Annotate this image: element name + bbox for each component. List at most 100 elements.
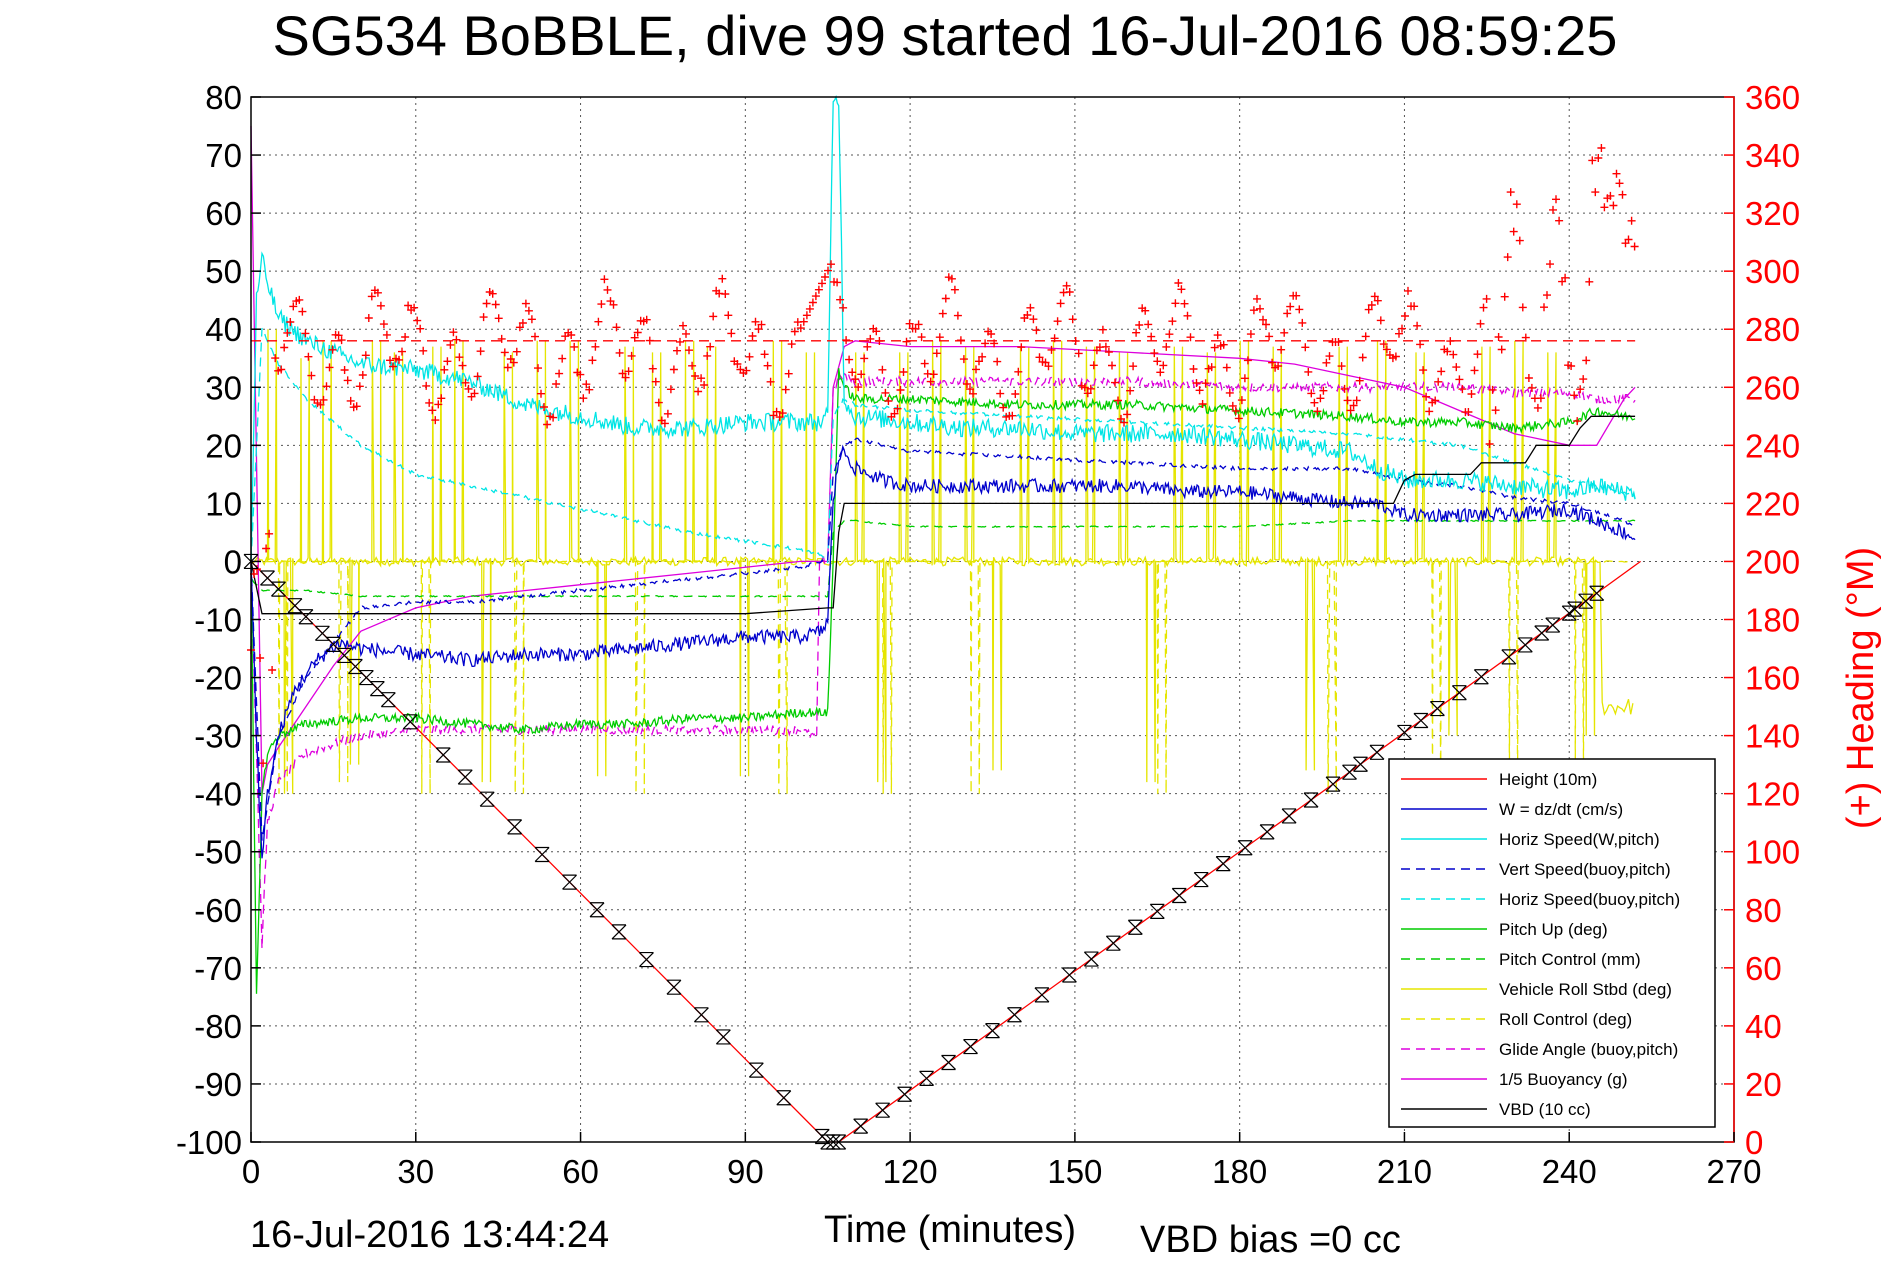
legend-box bbox=[1388, 758, 1716, 1128]
legend-label-height: Height (10m) bbox=[1499, 770, 1597, 789]
series-buoyancy bbox=[250, 125, 1636, 794]
y2-axis-label: (+) Heading (°M) bbox=[1840, 547, 1882, 829]
y-tick-label: -20 bbox=[194, 660, 242, 697]
x-axis-label: Time (minutes) bbox=[824, 1209, 1076, 1251]
height-marker bbox=[380, 692, 396, 708]
y-tick-label: 0 bbox=[224, 543, 242, 580]
legend-label-roll: Vehicle Roll Stbd (deg) bbox=[1499, 980, 1672, 999]
height-marker bbox=[1501, 649, 1517, 665]
height-marker bbox=[1061, 967, 1077, 983]
height-marker bbox=[666, 979, 682, 995]
x-tick-label: 90 bbox=[727, 1153, 764, 1190]
series-glide_angle bbox=[250, 371, 1636, 949]
height-marker bbox=[1007, 1007, 1022, 1023]
y2-tick-label: 300 bbox=[1745, 253, 1800, 290]
height-marker bbox=[457, 769, 473, 785]
height-marker bbox=[611, 924, 627, 940]
height-marker bbox=[1215, 856, 1231, 872]
height-marker bbox=[1369, 744, 1385, 760]
height-marker bbox=[589, 902, 605, 918]
y-tick-label: 30 bbox=[205, 369, 242, 406]
height-marker bbox=[1567, 601, 1583, 617]
heading-series bbox=[247, 144, 1639, 768]
plot-area: 0 30 60 90 120 150 180 210 240 270 80 70 60 50 40 30 20 1… bbox=[176, 79, 1800, 1190]
y2-tick-label: 200 bbox=[1745, 543, 1800, 580]
series-horiz_speed_w bbox=[250, 94, 1636, 561]
height-marker bbox=[1578, 593, 1594, 609]
y-tick-label: -10 bbox=[194, 602, 242, 639]
height-marker bbox=[358, 669, 374, 686]
y-tick-label: -70 bbox=[194, 950, 242, 987]
height-marker bbox=[507, 819, 523, 835]
height-marker bbox=[776, 1090, 792, 1106]
y2-tick-label: 140 bbox=[1745, 718, 1800, 755]
height-marker bbox=[314, 625, 330, 641]
height-marker bbox=[325, 636, 341, 652]
height-marker bbox=[853, 1118, 869, 1134]
y-tick-label: 10 bbox=[205, 485, 242, 522]
y2-tick-label: 20 bbox=[1745, 1066, 1782, 1103]
heading-markers bbox=[247, 144, 1639, 768]
y2-tick-label: 360 bbox=[1745, 79, 1800, 116]
x-tick-label: 180 bbox=[1212, 1153, 1267, 1190]
y-tick-label: -90 bbox=[194, 1066, 242, 1103]
y2-tick-label: 340 bbox=[1745, 137, 1800, 174]
y-tick-label: 40 bbox=[205, 311, 242, 348]
height-marker bbox=[1127, 919, 1143, 935]
y2-tick-label: 40 bbox=[1745, 1008, 1782, 1045]
height-marker bbox=[1451, 685, 1467, 701]
legend-label-pitch_up: Pitch Up (deg) bbox=[1499, 920, 1608, 939]
x-tick-label: 30 bbox=[397, 1153, 434, 1190]
y-tick-label: 50 bbox=[205, 253, 242, 290]
y-tick-label: -30 bbox=[194, 718, 242, 755]
height-marker bbox=[963, 1038, 978, 1055]
series-pitch_up bbox=[250, 368, 1636, 994]
series-vert_speed_buoy bbox=[250, 437, 1636, 841]
height-marker bbox=[1561, 605, 1577, 621]
y-tick-label: -60 bbox=[194, 892, 242, 929]
x-tick-label: 150 bbox=[1047, 1153, 1102, 1190]
height-markers bbox=[243, 553, 1605, 1150]
height-marker bbox=[1545, 617, 1561, 633]
height-marker bbox=[715, 1029, 731, 1045]
footer-timestamp: 16-Jul-2016 13:44:24 bbox=[250, 1214, 609, 1256]
x-tick-label: 210 bbox=[1377, 1153, 1432, 1190]
legend-label-horiz_speed_buoy: Horiz Speed(buoy,pitch) bbox=[1499, 890, 1680, 909]
y2-tick-label: 240 bbox=[1745, 427, 1800, 464]
height-marker bbox=[347, 658, 363, 675]
height-marker bbox=[369, 681, 385, 697]
height-marker bbox=[562, 874, 577, 890]
height-marker bbox=[1149, 903, 1165, 919]
height-marker bbox=[748, 1062, 764, 1078]
y2-tick-label: 280 bbox=[1745, 311, 1800, 348]
height-marker bbox=[1517, 637, 1533, 653]
height-marker bbox=[639, 951, 654, 968]
height-marker bbox=[1303, 792, 1319, 808]
height-marker bbox=[298, 609, 314, 625]
height-marker bbox=[1589, 585, 1605, 601]
height-marker bbox=[1281, 808, 1297, 824]
height-marker bbox=[1171, 887, 1187, 904]
height-marker bbox=[1342, 764, 1357, 780]
x-tick-label: 0 bbox=[242, 1153, 260, 1190]
grid bbox=[251, 97, 1734, 1142]
height-marker bbox=[435, 747, 451, 763]
height-marker bbox=[402, 714, 418, 730]
height-marker bbox=[479, 791, 495, 807]
height-marker bbox=[336, 647, 352, 664]
y-tick-label: -50 bbox=[194, 834, 242, 871]
series-horiz_speed_buoy bbox=[250, 327, 1636, 563]
series-w bbox=[250, 444, 1636, 859]
x-tick-label: 240 bbox=[1542, 1153, 1597, 1190]
height-marker bbox=[1473, 669, 1489, 685]
y2-tick-label: 60 bbox=[1745, 950, 1782, 987]
height-marker bbox=[287, 598, 303, 614]
height-marker bbox=[693, 1007, 709, 1023]
height-marker bbox=[271, 581, 286, 597]
height-marker bbox=[1105, 935, 1121, 951]
height-marker bbox=[1353, 756, 1368, 772]
height-marker bbox=[1193, 871, 1209, 888]
height-marker bbox=[1397, 724, 1412, 741]
y2-tick-label: 120 bbox=[1745, 776, 1800, 813]
